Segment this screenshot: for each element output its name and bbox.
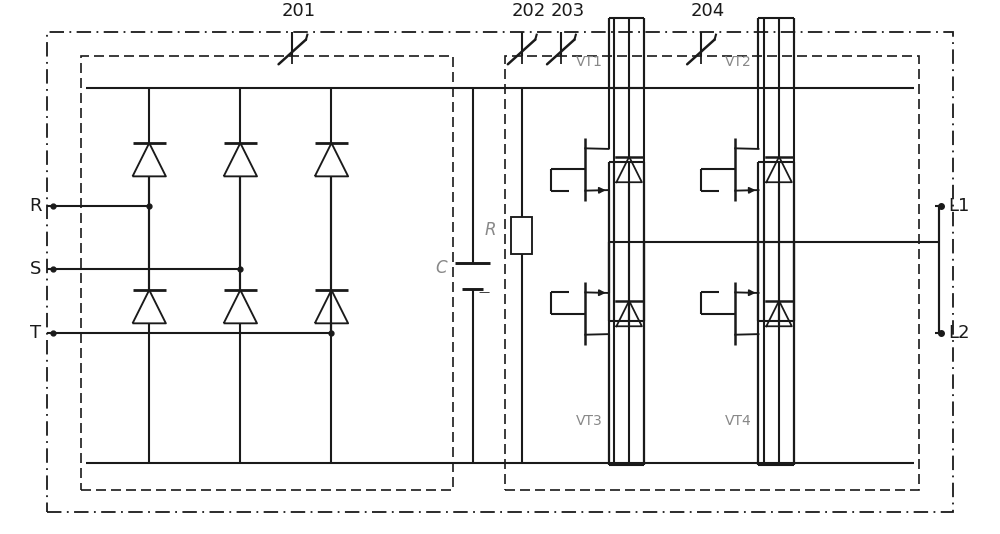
Text: C: C (435, 259, 447, 277)
Text: 203: 203 (550, 2, 585, 20)
Bar (81, 56, 453, 490)
Text: VT3: VT3 (575, 414, 602, 428)
Text: R: R (29, 197, 41, 215)
Text: L1: L1 (948, 197, 969, 215)
Text: 204: 204 (691, 2, 725, 20)
Text: L2: L2 (948, 324, 969, 342)
Text: VT1: VT1 (575, 54, 602, 69)
Text: VT4: VT4 (725, 414, 752, 428)
Text: VT2: VT2 (725, 54, 752, 69)
Text: —: — (478, 287, 490, 297)
Text: T: T (30, 324, 41, 342)
Text: 201: 201 (282, 2, 316, 20)
Text: S: S (30, 261, 41, 278)
Text: R: R (485, 221, 496, 239)
Bar (511, 216, 532, 254)
Bar (505, 56, 919, 490)
Text: 202: 202 (511, 2, 546, 20)
